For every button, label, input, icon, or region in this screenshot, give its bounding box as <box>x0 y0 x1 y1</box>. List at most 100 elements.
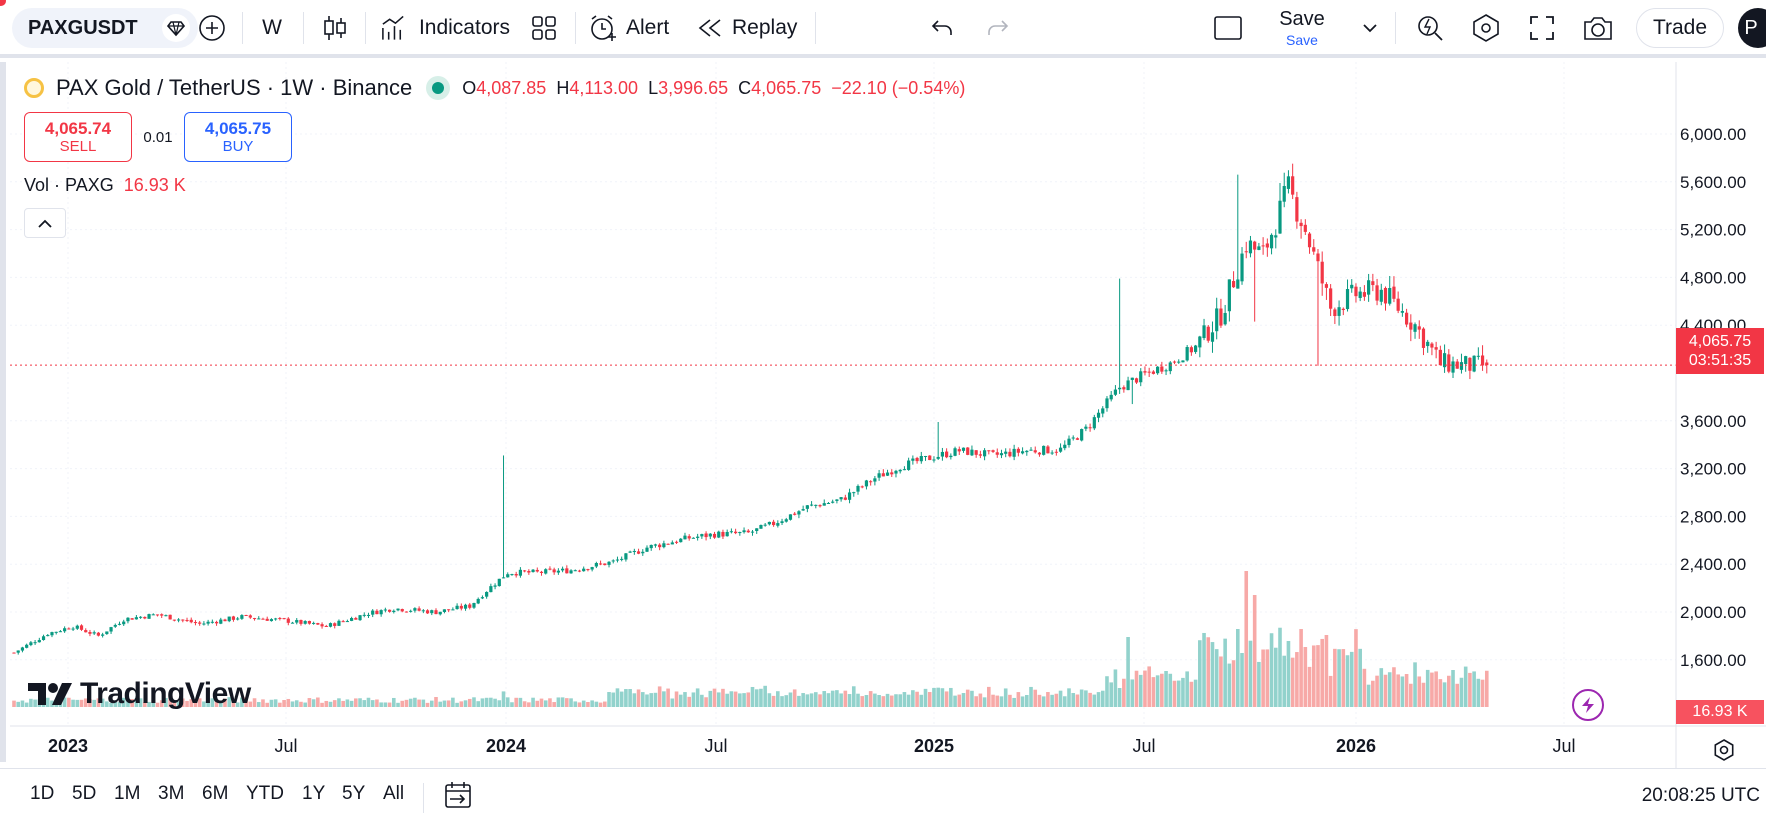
save-menu-button[interactable] <box>1356 8 1384 48</box>
candle-body <box>497 578 501 587</box>
lightning-icon[interactable] <box>1572 689 1604 721</box>
diamond-icon[interactable] <box>162 14 190 42</box>
candle-body <box>50 632 54 636</box>
candle-body <box>1396 298 1400 311</box>
candle-body <box>1071 437 1075 439</box>
alert-button[interactable]: Alert <box>588 8 688 48</box>
indicators-button[interactable]: Indicators <box>380 8 510 48</box>
candle-body <box>691 537 696 539</box>
volume-bar <box>923 688 928 707</box>
compare-add-button[interactable] <box>192 8 232 48</box>
volume-bar <box>1383 674 1388 707</box>
candle-body <box>936 456 940 459</box>
range-ytd[interactable]: YTD <box>246 783 284 804</box>
range-5d[interactable]: 5D <box>72 783 97 804</box>
volume-bar <box>1341 649 1346 707</box>
quick-search-button[interactable] <box>1408 8 1452 48</box>
chart-settings-button[interactable] <box>1464 8 1508 48</box>
range-1m[interactable]: 1M <box>114 783 141 804</box>
symbol-search-button[interactable]: PAXGUSDT <box>12 8 198 48</box>
avatar[interactable]: P <box>1738 8 1766 48</box>
candle-body <box>1210 332 1215 342</box>
range-all[interactable]: All <box>383 783 405 804</box>
volume-bar <box>1020 696 1025 707</box>
volume-bar <box>522 701 527 707</box>
templates-button[interactable] <box>522 8 566 48</box>
candle-body <box>1080 429 1084 441</box>
candle-body <box>1181 360 1185 363</box>
candle-body <box>88 632 92 634</box>
volume-bar <box>400 700 405 707</box>
candle-body <box>1189 347 1193 353</box>
save-button[interactable]: Save Save <box>1270 8 1334 48</box>
range-1d[interactable]: 1D <box>30 783 55 804</box>
volume-bar <box>1185 671 1189 707</box>
candle-body <box>674 541 679 543</box>
sell-button[interactable]: 4,065.74 SELL <box>24 112 132 162</box>
volume-legend[interactable]: Vol · PAXG 16.93 K <box>24 175 186 196</box>
candle-body <box>1004 451 1008 454</box>
fullscreen-button[interactable] <box>1520 8 1564 48</box>
volume-bar <box>1358 648 1362 707</box>
volume-bar <box>683 692 687 707</box>
candle-body <box>869 481 873 483</box>
market-status-icon[interactable] <box>426 76 451 100</box>
volume-bar <box>982 697 987 707</box>
candle-body <box>1379 289 1383 302</box>
volume-bar <box>662 691 666 707</box>
undo-button[interactable] <box>922 8 962 48</box>
tradingview-watermark[interactable]: TradingView <box>26 677 251 711</box>
candle-body <box>1442 353 1447 368</box>
candle-body <box>1455 361 1459 369</box>
price-scale-settings-button[interactable] <box>1712 738 1736 767</box>
interval-button[interactable]: W <box>262 16 282 39</box>
snapshot-button[interactable] <box>1576 8 1620 48</box>
symbol-legend[interactable]: PAX Gold / TetherUS · 1W · Binance O4,08… <box>24 74 965 102</box>
candle-body <box>320 624 324 627</box>
candle-body <box>594 563 598 567</box>
replay-button[interactable]: Replay <box>696 8 808 48</box>
candle-body <box>468 604 472 608</box>
volume-bar <box>510 702 514 707</box>
date-range-button[interactable] <box>444 781 474 815</box>
volume-bars <box>12 571 1489 707</box>
redo-button[interactable] <box>978 8 1018 48</box>
candle-body <box>940 451 944 457</box>
buy-button[interactable]: 4,065.75 BUY <box>184 112 292 162</box>
candle-body <box>953 448 957 456</box>
layout-button[interactable] <box>1206 8 1250 48</box>
chart-type-button[interactable] <box>314 8 356 48</box>
time-tick-label: 2024 <box>486 736 526 756</box>
volume-bar <box>1434 671 1438 707</box>
volume-bar <box>1054 693 1059 707</box>
volume-bar <box>459 701 464 707</box>
volume-bar <box>624 689 628 707</box>
range-5y[interactable]: 5Y <box>342 783 366 804</box>
candle-body <box>569 570 573 574</box>
time-tick-label: Jul <box>1132 736 1155 756</box>
time-tick-label: 2025 <box>914 736 954 756</box>
price-chart[interactable]: 6,000.005,600.005,200.004,800.004,400.00… <box>0 0 1766 768</box>
time-scale-labels: 2023 Jul 2024 Jul 2025 Jul 2026 Jul <box>48 736 1576 756</box>
candle-body <box>734 531 738 534</box>
candle-body <box>628 551 632 553</box>
candle-body <box>493 585 497 587</box>
range-3m[interactable]: 3M <box>158 783 185 804</box>
utc-clock[interactable]: 20:08:25 UTC <box>1641 785 1760 806</box>
collapse-legend-button[interactable] <box>24 208 66 238</box>
volume-bar <box>151 698 156 707</box>
candle-body <box>459 605 463 609</box>
volume-bar <box>379 702 383 707</box>
divider <box>303 12 304 44</box>
candle-body <box>37 640 41 643</box>
volume-bar <box>181 698 185 707</box>
candle-body <box>1075 438 1080 440</box>
candle-body <box>1307 233 1312 248</box>
range-1y[interactable]: 1Y <box>302 783 326 804</box>
candle-body <box>265 618 269 621</box>
trade-button[interactable]: Trade <box>1636 8 1724 48</box>
range-6m[interactable]: 6M <box>202 783 229 804</box>
volume-bar <box>1379 668 1384 707</box>
candle-body <box>282 618 286 620</box>
volume-bar <box>438 701 443 707</box>
